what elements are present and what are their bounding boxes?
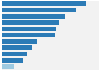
Bar [2,45,32,50]
Bar [2,39,37,44]
Bar [2,1,86,6]
Bar [2,33,55,37]
Bar [2,64,14,69]
Bar [2,20,59,25]
Bar [2,27,56,31]
Bar [2,58,23,63]
Bar [2,8,76,12]
Bar [2,52,27,56]
Bar [2,14,65,19]
